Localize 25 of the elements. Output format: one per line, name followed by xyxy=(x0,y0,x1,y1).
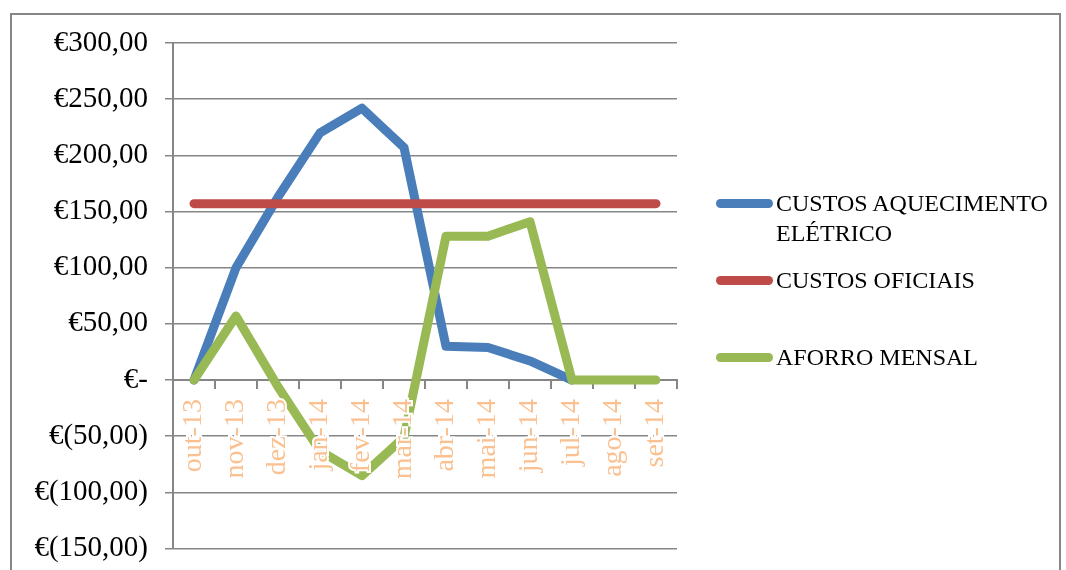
x-tick-label: abr-14 xyxy=(428,399,460,472)
x-tick-label: jan-14 xyxy=(302,399,334,472)
y-tick-label: €(100,00) xyxy=(34,474,148,508)
y-tick-label: €- xyxy=(123,361,148,394)
y-tick-label: €100,00 xyxy=(53,249,148,282)
y-tick-label: €300,00 xyxy=(53,24,148,57)
x-tick-label: dez-13 xyxy=(260,399,292,476)
legend-label: CUSTOS AQUECIMENTO ELÉTRICO xyxy=(776,189,1049,248)
y-tick-label: €250,00 xyxy=(53,80,148,113)
x-tick-label: fev-14 xyxy=(344,399,376,473)
y-tick-label: €50,00 xyxy=(68,305,148,338)
x-tick-label: set-14 xyxy=(638,399,670,468)
x-tick-label: out-13 xyxy=(176,399,208,473)
x-tick-label: jun-14 xyxy=(512,399,544,474)
y-tick-label: €200,00 xyxy=(53,136,148,169)
y-tick-label: €(150,00) xyxy=(34,530,148,564)
legend-label: CUSTOS OFICIAIS xyxy=(776,266,976,295)
y-tick-label: €150,00 xyxy=(53,193,148,226)
legend-label: AFORRO MENSAL xyxy=(776,343,980,372)
x-tick-label: mai-14 xyxy=(470,399,502,479)
x-tick-label: nov-13 xyxy=(218,399,250,479)
x-tick-label: ago-14 xyxy=(596,399,628,477)
y-tick-label: €(50,00) xyxy=(48,417,148,451)
x-tick-label: jul-14 xyxy=(554,399,586,467)
x-tick-label: mar-14 xyxy=(386,399,418,480)
